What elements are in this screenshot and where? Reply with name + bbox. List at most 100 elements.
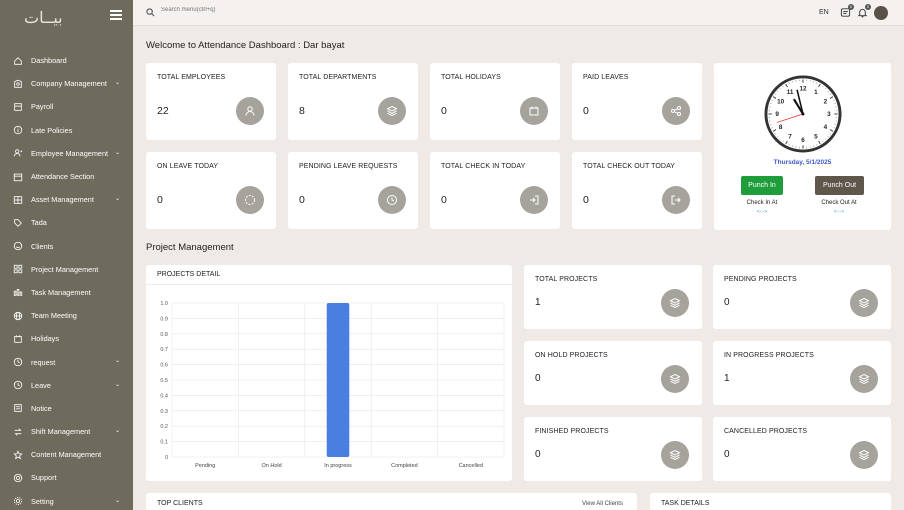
punch-in-button[interactable]: Punch In xyxy=(741,176,783,195)
user-plus-icon xyxy=(12,148,23,159)
sidebar-item-asset-management[interactable]: Asset Management ⌄ xyxy=(0,188,133,211)
language-switcher[interactable]: EN xyxy=(819,9,829,16)
stat-value: 0 xyxy=(441,194,447,206)
project-card-in-progress-projects: IN PROGRESS PROJECTS 1 xyxy=(713,341,891,405)
project-card-on-hold-projects: ON HOLD PROJECTS 0 xyxy=(524,341,702,405)
stat-label: TOTAL HOLIDAYS xyxy=(441,74,501,81)
x-tick-label: Pending xyxy=(195,463,215,469)
clock-tick xyxy=(825,88,827,90)
project-card-finished-projects: FINISHED PROJECTS 0 xyxy=(524,417,702,481)
clock-number: 1 xyxy=(814,89,818,96)
payroll-icon xyxy=(12,101,23,112)
layers-icon xyxy=(661,441,689,469)
view-all-clients-link[interactable]: View All Clients xyxy=(582,501,623,507)
x-tick-label: Completed xyxy=(391,463,418,469)
sidebar-item-support[interactable]: Support xyxy=(0,466,133,489)
stat-value: 0 xyxy=(583,194,589,206)
sidebar-item-task-management[interactable]: Task Management xyxy=(0,281,133,304)
menu-toggle-icon[interactable] xyxy=(110,10,122,20)
app-logo[interactable]: بيــات xyxy=(24,8,63,27)
projects-bar-chart: 0 0.1 0.2 0.3 0.4 0.5 0.6 0.7 0.8 0.9 1.0 Pending On… xyxy=(160,301,505,469)
bars-icon xyxy=(12,287,23,298)
sidebar-item-shift-management[interactable]: Shift Management ⌄ xyxy=(0,420,133,443)
shift-icon xyxy=(12,426,23,437)
clock-tick xyxy=(829,129,834,132)
asset-icon xyxy=(12,194,23,205)
sidebar-item-label: Setting xyxy=(31,496,54,506)
sidebar-item-holidays[interactable]: Holidays xyxy=(0,327,133,350)
check-out-value: <-:-> xyxy=(833,209,845,215)
sidebar-item-leave[interactable]: Leave ⌄ xyxy=(0,374,133,397)
clock-tick xyxy=(782,140,784,143)
sidebar-item-label: Company Management xyxy=(31,79,107,89)
project-stat-value: 0 xyxy=(724,297,730,308)
project-stat-value: 0 xyxy=(535,373,541,384)
sidebar-item-employee-management[interactable]: Employee Management ⌄ xyxy=(0,142,133,165)
sidebar-item-attendance-section[interactable]: Attendance Section xyxy=(0,165,133,188)
project-stat-label: FINISHED PROJECTS xyxy=(535,428,609,435)
clock-number: 6 xyxy=(801,137,805,144)
clock-tick xyxy=(825,138,827,140)
clock-tick xyxy=(772,96,777,99)
sidebar-item-content-management[interactable]: Content Management xyxy=(0,443,133,466)
sidebar-item-setting[interactable]: Setting ⌄ xyxy=(0,490,133,510)
sidebar-item-company-management[interactable]: Company Management ⌄ xyxy=(0,72,133,95)
projects-detail-title: PROJECTS DETAIL xyxy=(157,271,221,278)
project-stat-value: 1 xyxy=(535,297,541,308)
stat-card-paid-leaves: PAID LEAVES 0 xyxy=(572,63,702,140)
page-title: Welcome to Attendance Dashboard : Dar ba… xyxy=(146,40,345,51)
message-icon[interactable]: 0 xyxy=(840,4,854,18)
x-tick-label: In progress xyxy=(324,463,352,469)
grid-icon xyxy=(12,264,23,275)
y-tick-label: 0.6 xyxy=(160,363,168,369)
sidebar-item-late-policies[interactable]: Late Policies xyxy=(0,119,133,142)
chevron-down-icon: ⌄ xyxy=(115,497,121,504)
request-icon xyxy=(12,357,23,368)
message-count-badge: 0 xyxy=(848,4,854,10)
punch-out-button[interactable]: Punch Out xyxy=(815,176,864,195)
stat-label: TOTAL CHECK OUT TODAY xyxy=(583,163,676,170)
clock-tick xyxy=(785,140,788,145)
stat-card-total-check-out-today: TOTAL CHECK OUT TODAY 0 xyxy=(572,152,702,229)
clock-tick xyxy=(779,138,781,140)
layers-icon xyxy=(378,97,406,125)
chevron-down-icon: ⌄ xyxy=(115,149,121,156)
stat-label: ON LEAVE TODAY xyxy=(157,163,219,170)
task-details-title: TASK DETAILS xyxy=(661,500,710,507)
y-tick-label: 0.7 xyxy=(160,347,168,353)
stat-value: 22 xyxy=(157,105,169,117)
project-stat-label: ON HOLD PROJECTS xyxy=(535,352,608,359)
smile-icon xyxy=(12,241,23,252)
sidebar-item-payroll[interactable]: Payroll xyxy=(0,95,133,118)
task-details-card: TASK DETAILS xyxy=(650,493,891,510)
sidebar: بيــات Dashboard Company Management ⌄ Payro… xyxy=(0,0,133,510)
sidebar-item-clients[interactable]: Clients xyxy=(0,235,133,258)
search-icon xyxy=(146,8,155,17)
stat-label: PAID LEAVES xyxy=(583,74,629,81)
sidebar-item-label: Dashboard xyxy=(31,56,67,66)
y-tick-label: 1.0 xyxy=(160,301,168,307)
y-tick-label: 0.5 xyxy=(160,378,168,384)
chevron-down-icon: ⌄ xyxy=(115,428,121,434)
clock-number: 9 xyxy=(775,111,779,118)
sidebar-item-dashboard[interactable]: Dashboard xyxy=(0,49,133,72)
stat-value: 0 xyxy=(583,105,589,117)
project-stat-value: 1 xyxy=(724,373,730,384)
clock-tick xyxy=(833,127,835,129)
projects-detail-header: PROJECTS DETAIL xyxy=(146,265,512,285)
login-icon xyxy=(520,186,548,214)
sidebar-item-team-meeting[interactable]: Team Meeting xyxy=(0,304,133,327)
clock-tick xyxy=(788,144,790,146)
clock-hour-hand xyxy=(793,98,805,116)
clock-minute-hand xyxy=(796,89,804,115)
user-avatar[interactable] xyxy=(874,6,888,20)
sidebar-item-project-management[interactable]: Project Management xyxy=(0,258,133,281)
search-input[interactable] xyxy=(161,7,321,13)
sidebar-item-label: Attendance Section xyxy=(31,172,95,182)
clock-tick xyxy=(785,83,788,88)
sidebar-item-request[interactable]: request ⌄ xyxy=(0,350,133,373)
sidebar-item-notice[interactable]: Notice xyxy=(0,397,133,420)
clock-second-hand xyxy=(776,113,804,123)
bell-icon[interactable]: 0 xyxy=(857,4,871,18)
sidebar-item-tada[interactable]: Tada xyxy=(0,211,133,234)
